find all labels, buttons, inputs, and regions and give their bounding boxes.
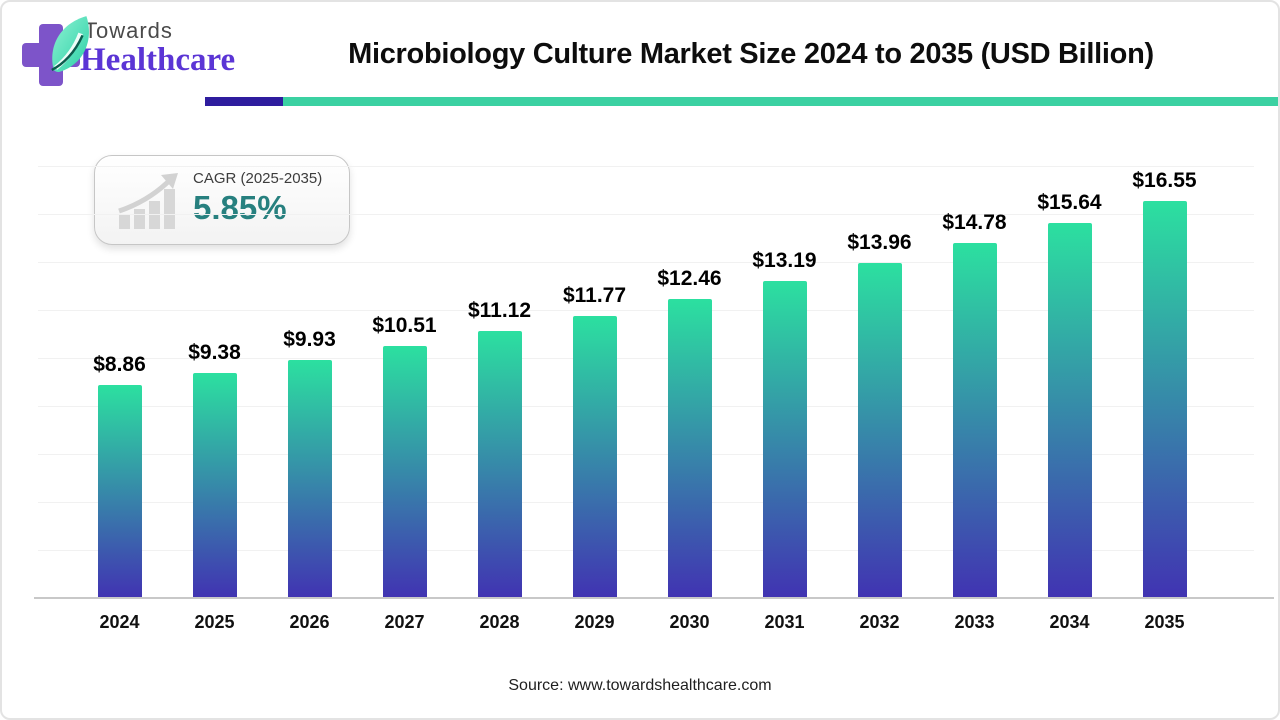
- x-tick-2026: 2026: [289, 612, 330, 632]
- bar-2030: [667, 298, 712, 598]
- bar-2032: [857, 262, 902, 598]
- gridline: [38, 454, 1254, 455]
- bar-value-label: $10.51: [372, 313, 437, 337]
- x-tick-2029: 2029: [574, 612, 615, 632]
- bar-value-label: $13.96: [847, 230, 912, 254]
- bar-column-2029: $11.77: [547, 166, 642, 598]
- logo-leaf-icon: [51, 16, 89, 73]
- bar-column-2027: $10.51: [357, 166, 452, 598]
- growth-chart-icon: [118, 173, 178, 229]
- gridline: [38, 550, 1254, 551]
- header-rule-teal: [283, 97, 1278, 106]
- bar-2025: [192, 372, 237, 598]
- bar-2031: [762, 281, 807, 598]
- x-tick-2025: 2025: [194, 612, 235, 632]
- gridline: [38, 310, 1254, 311]
- x-axis-line: [34, 597, 1274, 599]
- gridline: [38, 406, 1254, 407]
- x-tick-2035: 2035: [1144, 612, 1185, 632]
- bar-column-2033: $14.78: [927, 166, 1022, 598]
- bar-2034: [1047, 222, 1092, 598]
- bar-column-2032: $13.96: [832, 166, 927, 598]
- x-tick-2024: 2024: [99, 612, 140, 632]
- x-tick-2027: 2027: [384, 612, 425, 632]
- x-axis-labels: 2024 2025 2026 2027 2028 2029 2030 2031 2032 2033…: [72, 612, 1212, 633]
- bar-value-label: $9.93: [283, 327, 336, 351]
- bar-value-label: $12.46: [657, 266, 722, 290]
- header-rule-purple: [205, 97, 283, 106]
- bar-value-label: $13.19: [752, 249, 817, 273]
- bar-value-label: $14.78: [942, 211, 1007, 235]
- source-text: Source: www.towardshealthcare.com: [508, 677, 772, 694]
- bar-value-label: $11.12: [467, 299, 532, 323]
- cagr-label: CAGR (2025-2035): [193, 170, 323, 187]
- bar-value-label: $16.55: [1132, 168, 1197, 192]
- bar-2028: [477, 331, 522, 598]
- x-tick-2034: 2034: [1049, 612, 1090, 632]
- gridline: [38, 358, 1254, 359]
- x-tick-2028: 2028: [479, 612, 520, 632]
- bar-column-2024: $8.86: [72, 166, 167, 598]
- x-tick-2032: 2032: [859, 612, 900, 632]
- cagr-value: 5.85%: [193, 189, 287, 226]
- bar-value-label: $15.64: [1037, 190, 1102, 214]
- bars-row: $8.86 $9.38 $9.93 $10.51 $11.12 $11.77 $12.46 $…: [72, 166, 1212, 598]
- chart-title: Microbiology Culture Market Size 2024 to…: [348, 38, 1154, 70]
- x-tick-2031: 2031: [764, 612, 805, 632]
- bar-2035: [1142, 200, 1187, 598]
- bar-column-2034: $15.64: [1022, 166, 1117, 598]
- bar-value-label: $9.38: [188, 340, 241, 364]
- bar-2024: [97, 385, 142, 598]
- bar-column-2025: $9.38: [167, 166, 262, 598]
- bar-column-2035: $16.55: [1117, 166, 1212, 598]
- gridlines: [38, 166, 1254, 598]
- logo-text-healthcare: Healthcare: [80, 42, 236, 78]
- x-tick-2030: 2030: [669, 612, 710, 632]
- logo-text-towards: Towards: [84, 18, 173, 43]
- gridline: [38, 214, 1254, 215]
- bar-2033: [952, 243, 997, 598]
- gridline: [38, 502, 1254, 503]
- bar-2029: [572, 315, 617, 598]
- bar-column-2026: $9.93: [262, 166, 357, 598]
- bar-column-2028: $11.12: [452, 166, 547, 598]
- cagr-badge: CAGR (2025-2035) 5.85%: [94, 155, 350, 245]
- gridline: [38, 166, 1254, 167]
- x-tick-2033: 2033: [954, 612, 995, 632]
- bar-2026: [287, 359, 332, 598]
- bar-column-2030: $12.46: [642, 166, 737, 598]
- bar-value-label: $11.77: [562, 283, 627, 307]
- bar-value-label: $8.86: [93, 353, 146, 377]
- gridline: [38, 262, 1254, 263]
- bar-2027: [382, 345, 427, 598]
- bar-column-2031: $13.19: [737, 166, 832, 598]
